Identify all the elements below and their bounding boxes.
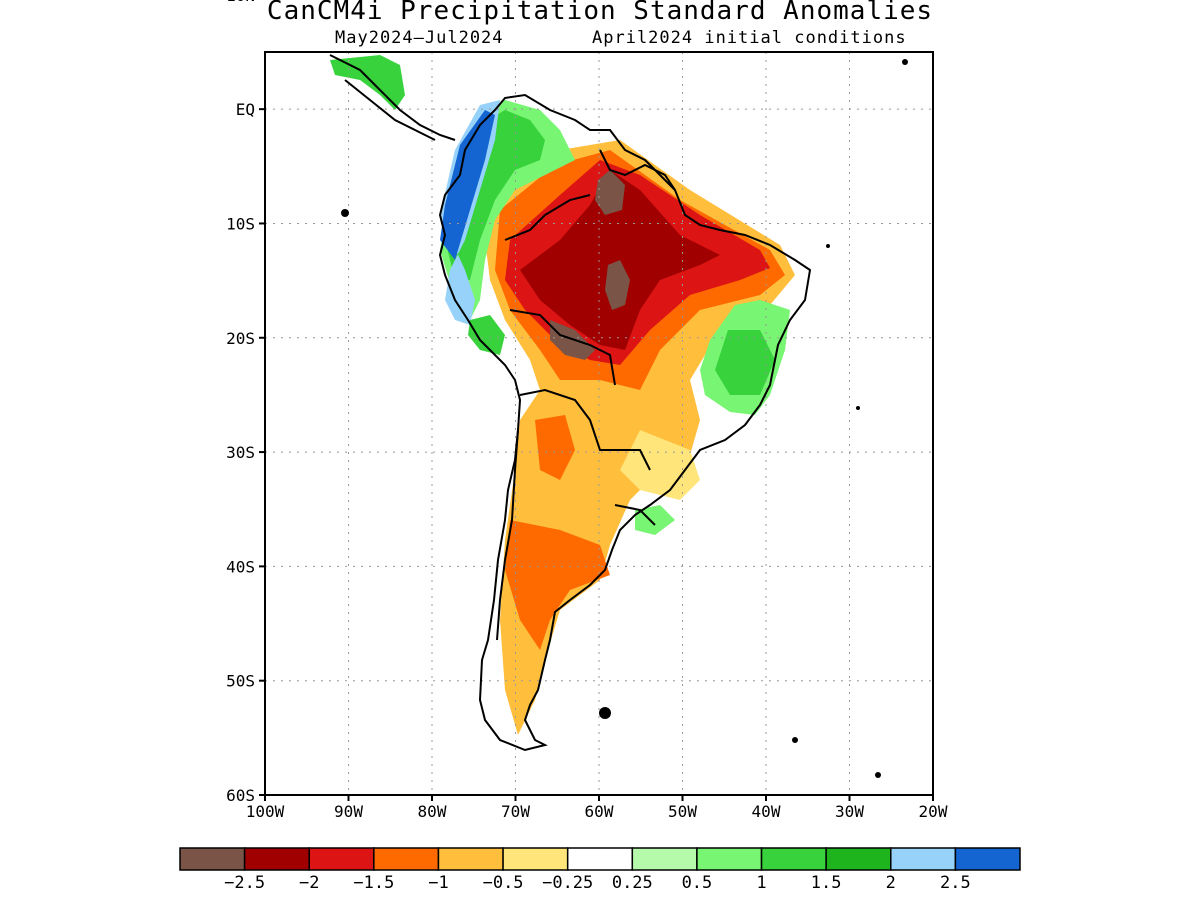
- colorbar-swatch: [954, 847, 1021, 871]
- colorbar-swatch: [631, 847, 698, 871]
- lat-tick-label: 40S: [226, 557, 255, 576]
- lon-tick-label: 80W: [418, 802, 447, 821]
- anomaly-fill-layer: [330, 55, 810, 735]
- lon-tick-label: 100W: [246, 802, 285, 821]
- colorbar-label: −2.5: [224, 873, 265, 893]
- wet-peru: [468, 315, 505, 355]
- colorbar-swatch: [760, 847, 827, 871]
- dry-moderate-south: [505, 520, 610, 650]
- border-guianas: [599, 149, 676, 191]
- colorbar-swatch: [696, 847, 763, 871]
- south-georgia: [792, 737, 798, 743]
- colorbar-swatch: [179, 847, 246, 871]
- lon-tick-label: 40W: [752, 802, 781, 821]
- border-andes: [496, 429, 519, 641]
- lon-tick-label: 60W: [585, 802, 614, 821]
- south-america-coast: [438, 93, 812, 752]
- colorbar-swatch: [373, 847, 440, 871]
- colorbar-label: −2: [299, 873, 319, 893]
- colorbar-swatch: [308, 847, 375, 871]
- galapagos: [341, 209, 349, 217]
- colorbar-swatch: [890, 847, 957, 871]
- lat-tick-label: 10S: [226, 214, 255, 233]
- lon-tick-label: 50W: [668, 802, 697, 821]
- dry-fringe: [620, 430, 700, 500]
- dry-extreme-1: [595, 170, 625, 215]
- dry-moderate-chaco: [535, 415, 575, 480]
- longitude-labels: 100W 90W 80W 70W 60W 50W 40W 30W 20W: [246, 795, 948, 821]
- wet-nw-blue: [440, 110, 495, 260]
- colorbar: −2.5 −2 −1.5 −1 −0.5 −0.25 0.25 0.5 1 1.5 2 2.5: [179, 847, 1021, 893]
- dry-extreme-2: [605, 260, 630, 310]
- lat-tick-label: 60S: [226, 786, 255, 805]
- lon-tick-label: 90W: [334, 802, 363, 821]
- colorbar-label: −1.5: [353, 873, 394, 893]
- lon-tick-label: 70W: [501, 802, 530, 821]
- lon-tick-label: 20W: [919, 802, 948, 821]
- chart-title: CanCM4i Precipitation Standard Anomalies: [266, 0, 934, 26]
- forecast-period: May2024–Jul2024: [335, 28, 504, 48]
- lat-tick-label: 30S: [226, 443, 255, 462]
- colorbar-label: 0.25: [612, 873, 653, 893]
- azores-edge: [902, 59, 908, 65]
- islands: [341, 59, 908, 778]
- central-america-coast: [329, 54, 456, 141]
- initial-conditions: April2024 initial conditions: [592, 28, 907, 48]
- colorbar-swatch: [566, 847, 634, 871]
- lat-tick-label: EQ: [236, 100, 255, 119]
- trindade: [856, 406, 860, 410]
- falklands: [599, 707, 611, 719]
- wet-central-america: [330, 55, 405, 110]
- colorbar-label: −1: [428, 873, 448, 893]
- colorbar-swatch: [437, 847, 504, 871]
- colorbar-label: 2: [886, 873, 896, 893]
- lat-tick-label: 20S: [226, 329, 255, 348]
- lon-tick-label: 30W: [835, 802, 864, 821]
- colorbar-label: 1.5: [811, 873, 842, 893]
- colorbar-label: 0.5: [682, 873, 713, 893]
- lat-tick-label: 10N: [226, 0, 255, 5]
- wet-ne-core: [715, 330, 775, 395]
- latitude-labels: 10N EQ 10S 20S 30S 40S 50S 60S: [226, 0, 265, 805]
- border-brazil-west: [504, 194, 616, 386]
- colorbar-label: −0.25: [542, 873, 593, 893]
- colorbar-label: −0.5: [483, 873, 524, 893]
- lat-tick-label: 50S: [226, 672, 255, 691]
- south-sandwich: [875, 772, 881, 778]
- colorbar-label: 2.5: [940, 873, 971, 893]
- wet-south-brazil: [635, 505, 675, 535]
- colorbar-swatch: [243, 847, 310, 871]
- fernando-de-noronha: [826, 244, 830, 248]
- border-bolivia: [519, 388, 651, 471]
- coastlines: [329, 54, 812, 752]
- graticule: [264, 52, 934, 796]
- colorbar-swatch: [502, 847, 569, 871]
- colorbar-swatch: [825, 847, 892, 871]
- colorbar-label: 1: [756, 873, 766, 893]
- border-uruguay: [614, 504, 656, 526]
